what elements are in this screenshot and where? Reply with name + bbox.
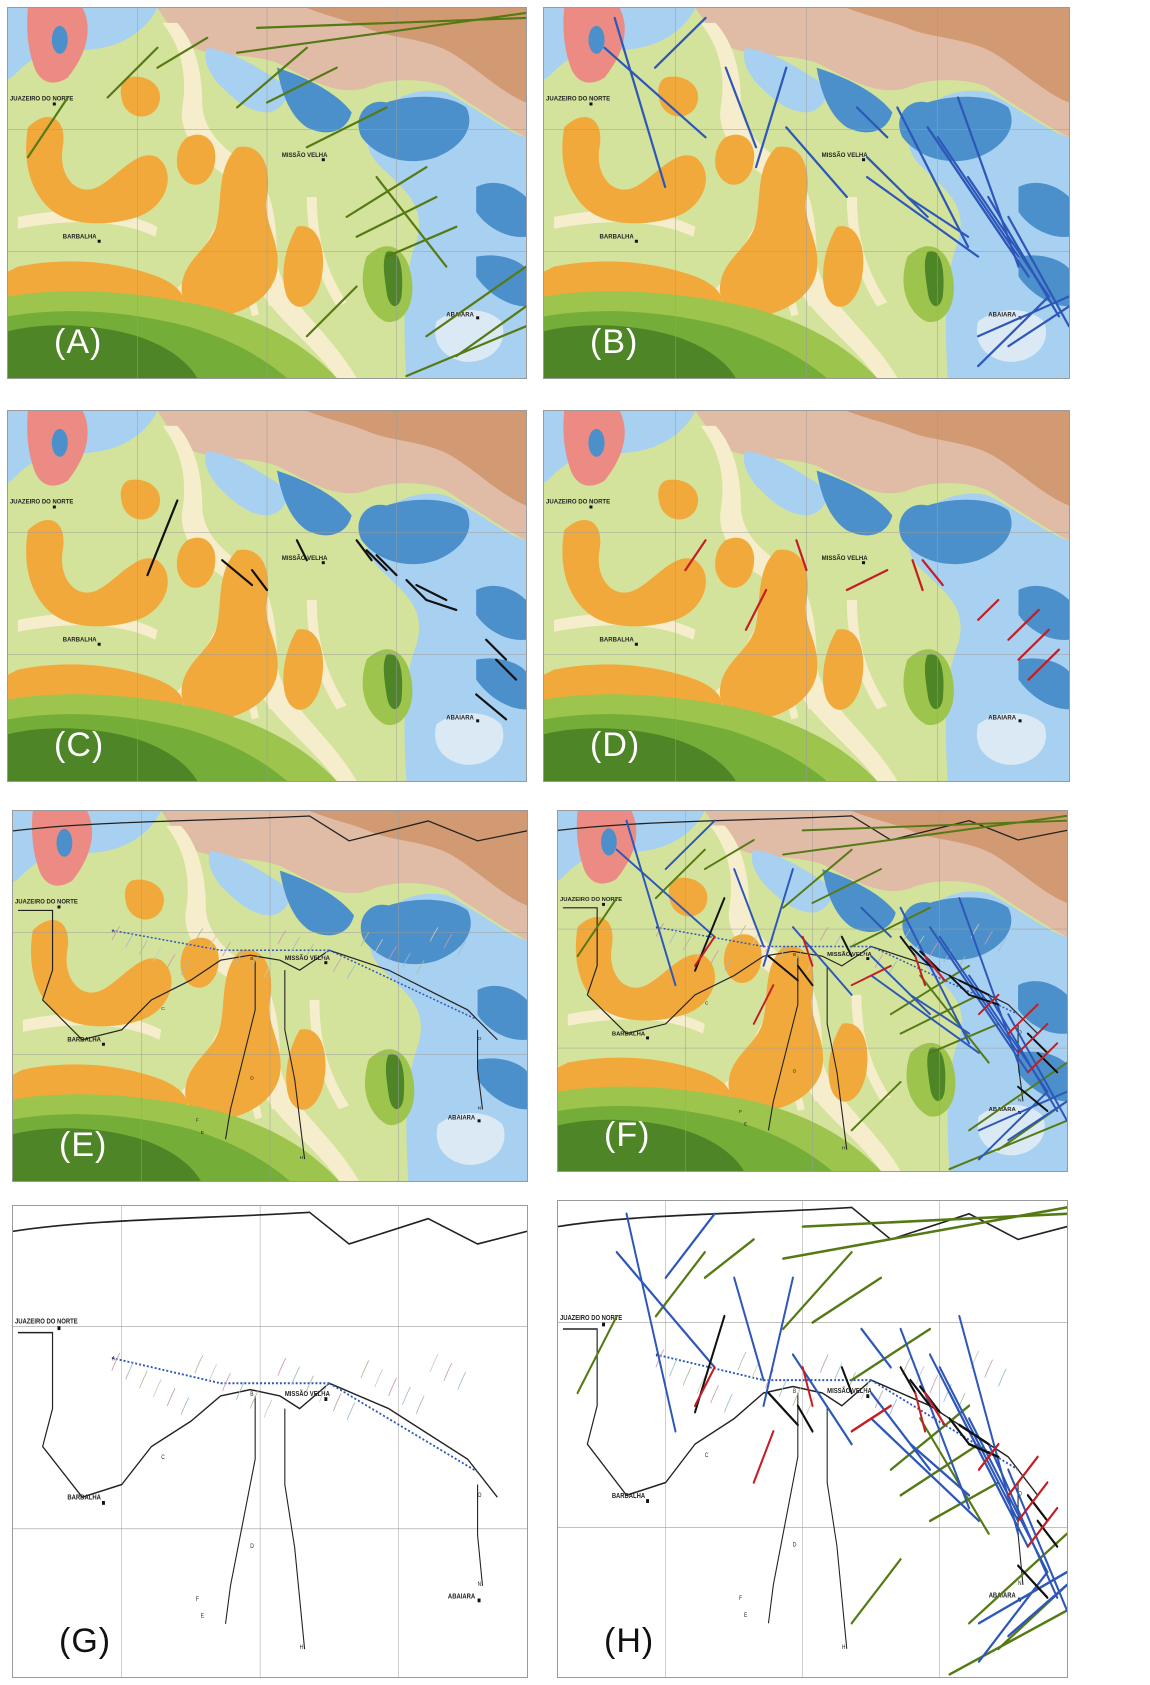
- panel: JUAZEIRO DO NORTE MISSÃO VELHA BARBALHA ABA…: [7, 7, 527, 379]
- map-svg: JUAZEIRO DO NORTE MISSÃO VELHA BARBALHA ABA…: [544, 411, 1069, 781]
- traverse-label: N: [1018, 1580, 1022, 1587]
- traverse-label: A: [112, 928, 116, 934]
- town-label: BARBALHA: [63, 638, 98, 644]
- panel-letter: (E): [59, 1126, 108, 1164]
- traverse-label: C: [161, 1006, 165, 1012]
- panel-letter: (C): [54, 726, 105, 764]
- panel: JUAZEIRO DO NORTE MISSÃO VELHA BARBALHA ABA…: [12, 1205, 528, 1678]
- traverse-label: A: [112, 1356, 115, 1363]
- town-label: ABAIARA: [989, 1592, 1016, 1600]
- traverse-label: D: [250, 1076, 254, 1082]
- traverse-label: O: [1018, 1030, 1022, 1036]
- town-label: ABAIARA: [446, 715, 474, 721]
- town-label: ABAIARA: [988, 715, 1017, 721]
- traverse-label: F: [196, 1597, 199, 1604]
- panel: JUAZEIRO DO NORTE MISSÃO VELHA BARBALHA ABA…: [543, 7, 1070, 379]
- traverse-label: O: [478, 1493, 482, 1500]
- traverse-label: F: [739, 1596, 742, 1603]
- traverse-label: C: [705, 1001, 709, 1007]
- panel-letter: (F): [604, 1116, 651, 1154]
- town-label: ABAIARA: [989, 1107, 1017, 1113]
- panel: JUAZEIRO DO NORTE MISSÃO VELHA BARBALHA ABA…: [543, 410, 1070, 782]
- panel: JUAZEIRO DO NORTE MISSÃO VELHA BARBALHA ABA…: [12, 810, 528, 1182]
- town-label: JUAZEIRO DO NORTE: [15, 1318, 78, 1326]
- town-label: BARBALHA: [67, 1494, 101, 1502]
- town-label: JUAZEIRO DO NORTE: [15, 899, 78, 905]
- traverse-label: D: [250, 1543, 254, 1550]
- town-label: BARBALHA: [67, 1038, 101, 1044]
- traverse-label: H: [300, 1155, 304, 1161]
- town-label: BARBALHA: [63, 235, 98, 241]
- traverse-label: H: [842, 1146, 846, 1152]
- town-label: ABAIARA: [988, 312, 1017, 318]
- town-label: ABAIARA: [448, 1115, 476, 1121]
- traverse-label: C: [161, 1455, 165, 1462]
- town-label: BARBALHA: [612, 1492, 645, 1500]
- traverse-label: C: [705, 1452, 709, 1459]
- traverse-label: F: [196, 1117, 199, 1123]
- town-label: JUAZEIRO DO NORTE: [546, 500, 610, 506]
- traverse-label: N: [1018, 1097, 1022, 1103]
- traverse-label: N: [478, 1581, 482, 1588]
- town-label: MISSÃO VELHA: [285, 1388, 330, 1398]
- town-label: BARBALHA: [600, 638, 635, 644]
- panel-letter: (G): [59, 1622, 112, 1660]
- town-label: JUAZEIRO DO NORTE: [546, 97, 610, 103]
- traverse-label: B: [793, 1388, 796, 1395]
- traverse-label: H: [300, 1645, 304, 1652]
- traverse-label: D: [793, 1068, 797, 1074]
- traverse-label: B: [250, 956, 254, 962]
- traverse-label: E: [744, 1612, 747, 1619]
- town-label: JUAZEIRO DO NORTE: [560, 897, 622, 903]
- panel-letter: (A): [54, 323, 103, 361]
- traverse-label: B: [793, 952, 796, 958]
- town-label: MISSÃO VELHA: [282, 152, 328, 159]
- panel: JUAZEIRO DO NORTE MISSÃO VELHA BARBALHA ABA…: [557, 1200, 1068, 1678]
- town-label: ABAIARA: [446, 312, 474, 318]
- traverse-label: D: [793, 1542, 797, 1549]
- traverse-label: E: [201, 1613, 204, 1620]
- panel: JUAZEIRO DO NORTE MISSÃO VELHA BARBALHA ABA…: [7, 410, 527, 782]
- panel-letter: (H): [604, 1622, 655, 1660]
- traverse-label: E: [201, 1130, 205, 1136]
- traverse-label: E: [744, 1122, 748, 1128]
- panel: JUAZEIRO DO NORTE MISSÃO VELHA BARBALHA ABA…: [557, 810, 1068, 1172]
- traverse-label: H: [842, 1644, 846, 1651]
- traverse-label: O: [478, 1036, 482, 1042]
- town-label: BARBALHA: [600, 235, 635, 241]
- town-label: JUAZEIRO DO NORTE: [560, 1314, 623, 1322]
- panel-letter: (B): [590, 323, 639, 361]
- traverse-label: O: [1018, 1491, 1022, 1498]
- traverse-label: B: [250, 1391, 253, 1398]
- town-label: BARBALHA: [612, 1032, 646, 1038]
- town-label: MISSÃO VELHA: [822, 555, 869, 562]
- town-label: JUAZEIRO DO NORTE: [10, 97, 73, 103]
- town-label: MISSÃO VELHA: [822, 152, 869, 159]
- town-label: ABAIARA: [448, 1593, 475, 1601]
- town-label: JUAZEIRO DO NORTE: [10, 500, 73, 506]
- traverse-label: F: [739, 1109, 742, 1115]
- town-label: MISSÃO VELHA: [285, 955, 331, 962]
- traverse-label: N: [478, 1105, 482, 1111]
- panel-letter: (D): [590, 726, 641, 764]
- map-svg: JUAZEIRO DO NORTE MISSÃO VELHA BARBALHA ABA…: [544, 8, 1069, 378]
- map-svg: JUAZEIRO DO NORTE MISSÃO VELHA BARBALHA ABA…: [8, 8, 526, 378]
